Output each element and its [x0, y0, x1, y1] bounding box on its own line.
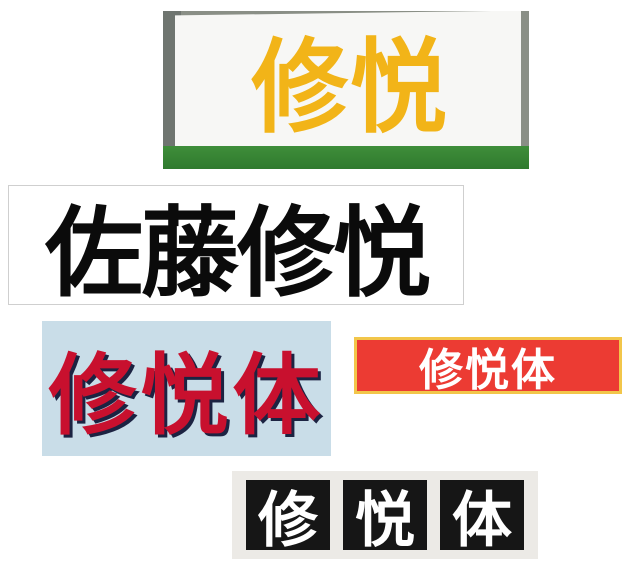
glyph: 悦 [465, 344, 511, 394]
yellow-sign-photo: 修 悦 [163, 11, 529, 169]
glyph: 体 [452, 485, 512, 556]
glyph-block: 悦 [343, 480, 427, 556]
glyph: 佐 [44, 197, 143, 305]
glyph: 修 [251, 28, 350, 148]
glyph: 体 [511, 344, 557, 394]
sample-lettering: 修 悦 体 [42, 321, 331, 456]
glyph: 修 [237, 197, 335, 305]
glyph-block: 体 [440, 480, 524, 556]
black-on-white-sample: 佐 藤 修 悦 [8, 185, 464, 305]
black-blocks-sample: 修 悦 体 [232, 471, 538, 559]
glyph: 修 [48, 344, 141, 447]
glyph: 体 [232, 344, 325, 447]
glyph: 悦 [355, 485, 415, 556]
glyph-block: 修 [246, 480, 330, 556]
glyph: 修 [258, 485, 318, 556]
grass-strip [163, 146, 529, 169]
glyph: 悦 [333, 197, 431, 305]
glyph: 藤 [140, 197, 239, 305]
white-on-red-banner: 修 悦 体 [354, 337, 622, 394]
block-row: 修 悦 体 [246, 480, 524, 556]
banner-lettering: 修 悦 体 [357, 340, 619, 394]
glyph: 悦 [140, 344, 233, 447]
red-on-blue-sample: 修 悦 体 [42, 321, 331, 456]
sign-lettering: 修 悦 [193, 19, 507, 148]
glyph: 修 [419, 344, 465, 394]
glyph: 悦 [350, 28, 449, 148]
sample-lettering: 佐 藤 修 悦 [9, 186, 463, 305]
